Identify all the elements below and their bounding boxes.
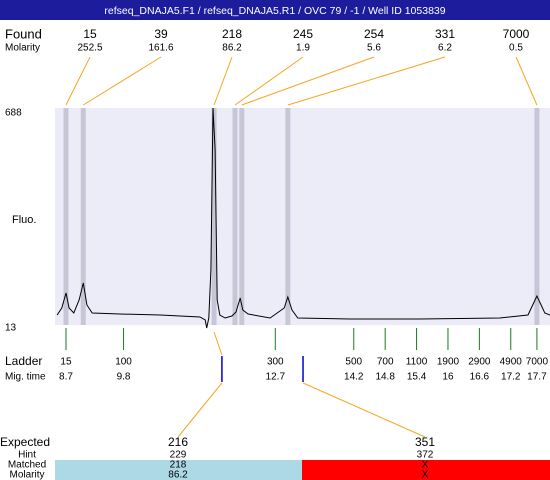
found-molarity: 86.2 — [222, 43, 242, 54]
ladder-size: 15 — [60, 357, 72, 368]
ladder-size: 700 — [377, 357, 394, 368]
ladder-size: 300 — [267, 357, 284, 368]
ladder-time: 14.8 — [375, 372, 395, 383]
ladder-size: 500 — [345, 357, 362, 368]
hint-label: Hint — [18, 450, 36, 461]
found-size: 245 — [293, 27, 313, 41]
found-molarity: 0.5 — [509, 43, 523, 54]
found-molarity: 252.5 — [77, 43, 102, 54]
ladder-label: Ladder — [5, 354, 42, 368]
hint-value: 372 — [417, 450, 434, 461]
ladder-size: 1100 — [406, 357, 428, 368]
mig-time-label: Mig. time — [5, 372, 46, 383]
ladder-time: 9.8 — [117, 372, 131, 383]
ladder-time: 12.7 — [266, 372, 286, 383]
expected-size: 216 — [168, 435, 188, 449]
ladder-time: 17.7 — [527, 372, 547, 383]
y-tick-label: 13 — [5, 323, 17, 334]
matched-value: 218 — [170, 460, 187, 471]
molarity-label: Molarity — [5, 43, 40, 54]
peak-connector — [241, 56, 375, 106]
match-band — [55, 460, 302, 480]
found-molarity: 6.2 — [438, 43, 452, 54]
match-connector — [213, 331, 223, 356]
title: refseq_DNAJA5.F1 / refseq_DNAJA5.R1 / OV… — [104, 5, 445, 17]
found-size: 15 — [83, 27, 97, 41]
ladder-size: 1900 — [437, 357, 460, 368]
ladder-size: 4900 — [500, 357, 523, 368]
peak-band — [285, 108, 291, 325]
peak-band — [232, 108, 238, 325]
y-tick-label: 688 — [5, 108, 22, 119]
molarity-value: 86.2 — [168, 470, 188, 480]
ladder-time: 16.6 — [470, 372, 490, 383]
ladder-time: 8.7 — [59, 372, 73, 383]
peak-connector — [213, 56, 233, 106]
peak-band — [534, 108, 540, 325]
found-size: 7000 — [503, 27, 530, 41]
exp-molarity-label: Molarity — [9, 470, 44, 480]
matched-label: Matched — [8, 460, 46, 471]
peak-connector — [65, 56, 91, 106]
ladder-size: 100 — [115, 357, 132, 368]
expected-connector — [177, 382, 223, 438]
ladder-size: 2900 — [468, 357, 491, 368]
molarity-value: X — [422, 470, 429, 480]
found-size: 39 — [154, 27, 168, 41]
trace — [56, 107, 550, 329]
ladder-time: 14.2 — [344, 372, 364, 383]
match-band — [302, 460, 550, 480]
found-size: 218 — [222, 27, 242, 41]
y-label: Fluo. — [12, 214, 36, 226]
peak-band — [239, 108, 245, 325]
peak-connector — [287, 56, 446, 106]
peak-connector — [234, 56, 304, 106]
peak-connector — [82, 56, 162, 106]
found-label: Found — [5, 26, 42, 41]
expected-label: Expected — [0, 435, 50, 449]
ladder-time: 17.2 — [501, 372, 521, 383]
ladder-time: 15.4 — [407, 372, 427, 383]
found-molarity: 161.6 — [148, 43, 173, 54]
peak-band — [80, 108, 86, 325]
peak-band — [211, 108, 217, 325]
found-size: 254 — [364, 27, 384, 41]
found-size: 331 — [435, 27, 455, 41]
peak-connector — [515, 56, 538, 106]
ladder-time: 16 — [442, 372, 454, 383]
found-molarity: 1.9 — [296, 43, 310, 54]
found-molarity: 5.6 — [367, 43, 381, 54]
ladder-size: 7000 — [526, 357, 549, 368]
plot-area — [55, 108, 550, 325]
matched-value: X — [422, 460, 429, 471]
title-bar — [0, 0, 550, 20]
expected-size: 351 — [415, 435, 435, 449]
expected-connector — [302, 382, 426, 438]
peak-band — [63, 108, 69, 325]
hint-value: 229 — [170, 450, 187, 461]
